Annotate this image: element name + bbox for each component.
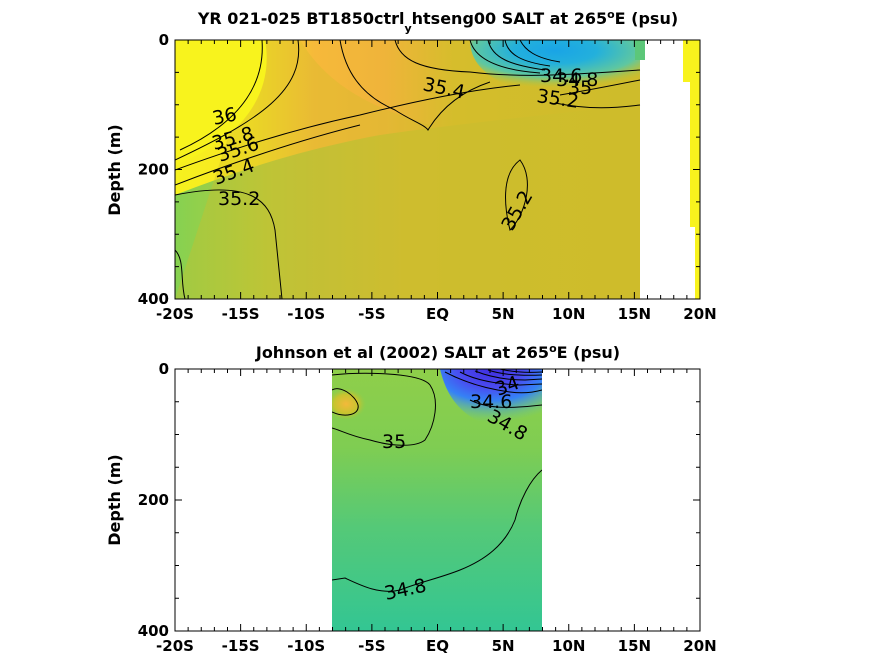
contour-label: 35 [382,431,406,453]
x-tick-label: -10S [287,637,325,655]
x-tick-label: 5N [492,305,515,323]
x-tick-label: 10N [552,637,585,655]
x-tick-label: 15N [618,305,651,323]
panel-obs-ticks: -20S -15S -10S -5S EQ 5N 10N 15N 20N 0 200 400 [138,360,717,655]
x-tick-label: -15S [222,305,260,323]
panel-model-ylabel: Depth (m) [105,124,124,216]
panel-obs-ylabel: Depth (m) [105,454,124,546]
x-tick-label: -10S [287,305,325,323]
x-tick-label: EQ [426,305,449,323]
y-tick-label: 400 [138,290,169,308]
y-tick-label: 200 [138,491,169,509]
salinity-field-obs [332,369,542,631]
contour-label: 34.6 [540,65,582,87]
x-tick-label: -20S [156,305,194,323]
x-tick-label: -15S [222,637,260,655]
contour-label: 34.6 [470,391,512,413]
contour-label: 35 [568,77,592,99]
x-tick-label: EQ [426,637,449,655]
y-tick-label: 400 [138,622,169,640]
panel-obs-title: Johnson et al (2002) SALT at 265oE (psu) [255,342,620,362]
y-tick-label: 200 [138,161,169,179]
x-tick-label: 10N [552,305,585,323]
contour-label: 34.8 [556,69,598,91]
panel-model: YR 021-025 BT1850ctrlyhtseng00 SALT at 2… [105,8,717,323]
contour-label: 35.2 [218,188,260,210]
x-tick-label: -5S [358,637,385,655]
x-tick-label: 20N [683,637,716,655]
y-tick-label: 0 [159,360,169,378]
panel-model-ticks: -20S -15S -10S -5S EQ 5N 10N 15N 20N 0 200 400 [138,31,717,323]
panel-obs: Johnson et al (2002) SALT at 265oE (psu)… [105,342,717,655]
y-tick-label: 0 [159,31,169,49]
x-tick-label: 5N [492,637,515,655]
x-tick-label: -20S [156,637,194,655]
salinity-field-model [175,40,700,299]
x-tick-label: 20N [683,305,716,323]
contour-label: 36 [210,103,238,130]
panel-model-title: YR 021-025 BT1850ctrlyhtseng00 SALT at 2… [197,8,678,35]
x-tick-label: -5S [358,305,385,323]
x-tick-label: 15N [618,637,651,655]
